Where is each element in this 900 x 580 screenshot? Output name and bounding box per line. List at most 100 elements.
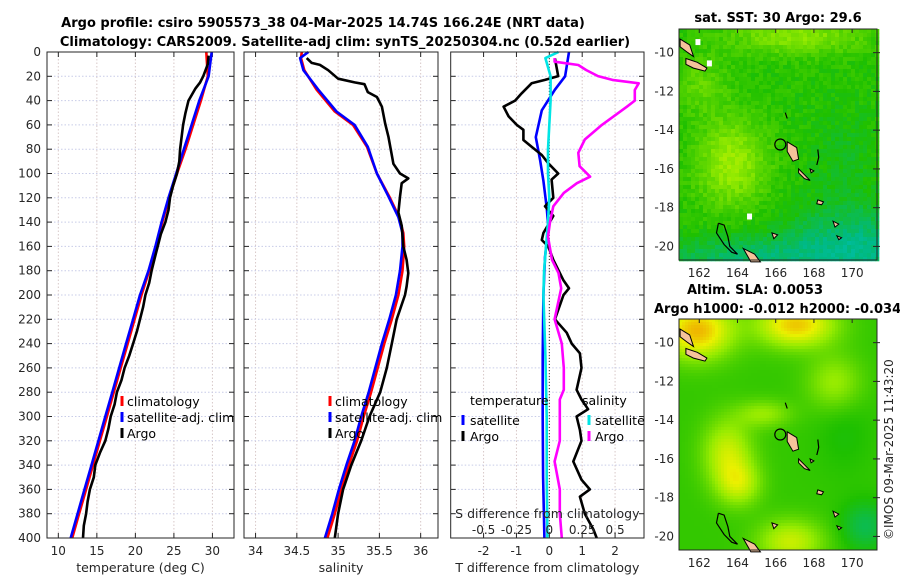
map-cell	[724, 397, 728, 401]
map-cell	[767, 37, 772, 42]
map-cell	[685, 322, 689, 326]
map-cell	[841, 346, 845, 350]
map-cell	[863, 37, 868, 42]
map-cell	[772, 334, 776, 338]
map-cell	[771, 241, 776, 246]
map-cell	[755, 149, 760, 154]
map-cell	[751, 153, 756, 158]
map-cell	[721, 334, 725, 338]
map-cell	[771, 169, 776, 174]
map-cell	[799, 85, 804, 90]
map-cell	[679, 169, 684, 174]
map-cell	[796, 388, 800, 392]
map-cell	[856, 334, 860, 338]
map-cell	[706, 376, 710, 380]
map-cell	[790, 337, 794, 341]
map-cell	[803, 153, 808, 158]
map-cell	[847, 237, 852, 242]
map-cell	[735, 257, 740, 262]
map-cell	[759, 213, 764, 218]
map-cell	[790, 331, 794, 335]
map-cell	[839, 221, 844, 226]
map-cell	[775, 358, 779, 362]
map-cell	[695, 253, 700, 258]
map-cell	[820, 364, 824, 368]
map-cell	[839, 153, 844, 158]
map-cell	[835, 225, 840, 230]
map-cell	[695, 53, 700, 58]
map-cell	[703, 361, 707, 365]
map-cell	[694, 391, 698, 395]
map-cell	[727, 337, 731, 341]
map-cell	[790, 373, 794, 377]
map-cell	[703, 133, 708, 138]
map-cell	[719, 77, 724, 82]
map-cell	[779, 209, 784, 214]
map-cell	[679, 125, 684, 130]
map-cell	[691, 379, 695, 383]
map-cell	[771, 157, 776, 162]
legend-header-salinity: salinity	[582, 393, 627, 408]
map-cell	[755, 217, 760, 222]
map-cell	[791, 97, 796, 102]
map-cell	[863, 81, 868, 86]
map-cell	[706, 325, 710, 329]
map-cell	[838, 334, 842, 338]
map-cell	[847, 352, 851, 356]
map-cell	[727, 129, 732, 134]
map-cell	[871, 213, 876, 218]
map-cell	[743, 29, 748, 34]
map-cell	[775, 385, 779, 389]
map-cell	[775, 241, 780, 246]
map-cell	[859, 77, 864, 82]
map-cell	[699, 229, 704, 234]
map-cell	[823, 121, 828, 126]
map-cell	[847, 133, 852, 138]
map-cell	[859, 257, 864, 262]
map-cell	[847, 349, 851, 353]
map-cell	[724, 340, 728, 344]
map-cell	[679, 221, 684, 226]
map-cell	[799, 201, 804, 206]
map-cell	[685, 376, 689, 380]
map-cell	[856, 379, 860, 383]
map-cell	[742, 379, 746, 383]
map-cell	[703, 149, 708, 154]
map-cell	[763, 53, 768, 58]
map-cell	[745, 361, 749, 365]
map-cell	[691, 181, 696, 186]
map-cell	[851, 229, 856, 234]
map-cell	[685, 379, 689, 383]
map-cell	[859, 161, 864, 166]
map-cell	[715, 181, 720, 186]
map-cell	[703, 225, 708, 230]
map-cell	[703, 113, 708, 118]
map-cell	[745, 373, 749, 377]
map-cell	[711, 109, 716, 114]
map-cell	[757, 364, 761, 368]
map-cell	[835, 257, 840, 262]
map-cell	[862, 391, 866, 395]
map-cell	[760, 367, 764, 371]
map-cell	[760, 388, 764, 392]
map-cell	[709, 370, 713, 374]
map-cell	[759, 45, 764, 50]
map-cell	[683, 29, 688, 34]
map-cell	[695, 173, 700, 178]
map-cell	[838, 364, 842, 368]
map-cell	[851, 201, 856, 206]
map-cell	[796, 355, 800, 359]
map-cell	[706, 355, 710, 359]
map-cell	[820, 334, 824, 338]
map-cell	[683, 33, 688, 38]
map-cell	[679, 85, 684, 90]
map-cell	[679, 253, 684, 258]
map-cell	[817, 346, 821, 350]
x-tick-label: 34.5	[283, 544, 310, 558]
map-cell	[827, 197, 832, 202]
map-cell	[787, 125, 792, 130]
map-cell	[795, 213, 800, 218]
map-cell	[787, 370, 791, 374]
map-cell	[819, 81, 824, 86]
map-cell	[754, 319, 758, 323]
